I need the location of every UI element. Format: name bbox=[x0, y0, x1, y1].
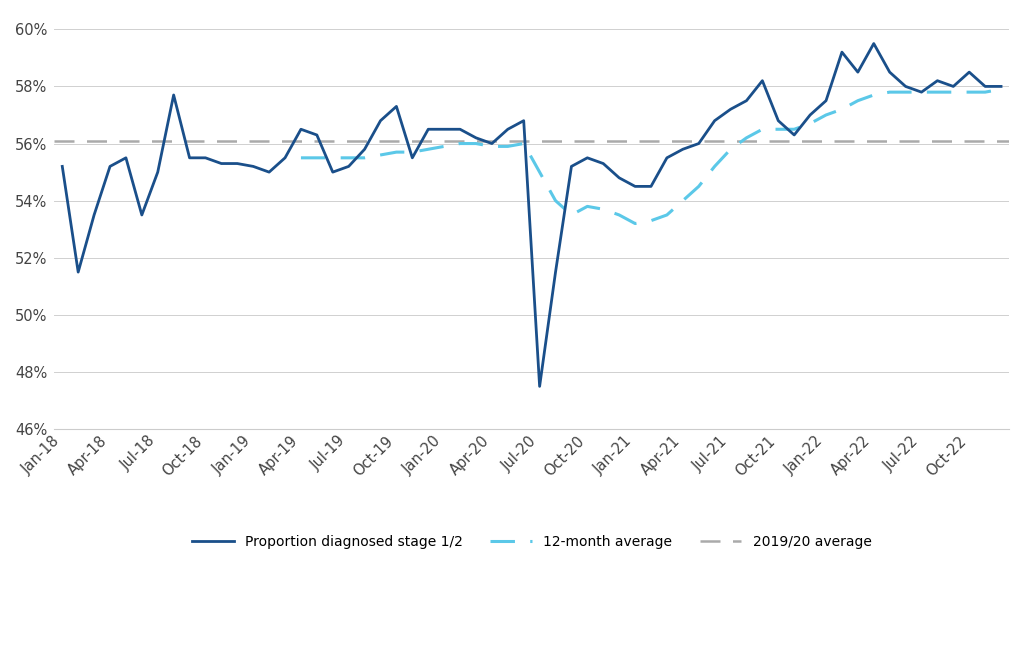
Legend: Proportion diagnosed stage 1/2, 12-month average, 2019/20 average: Proportion diagnosed stage 1/2, 12-month… bbox=[186, 530, 877, 555]
